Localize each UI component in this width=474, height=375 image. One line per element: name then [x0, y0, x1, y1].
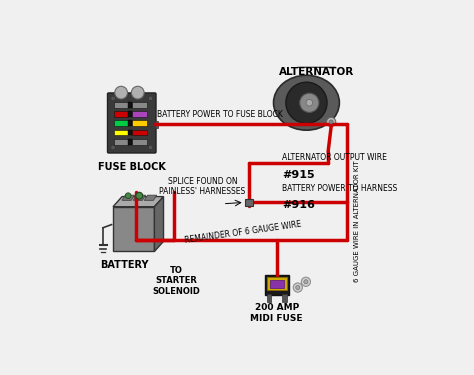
Text: ALTERNATOR OUTPUT WIRE: ALTERNATOR OUTPUT WIRE — [282, 153, 387, 162]
Bar — [128, 102, 132, 108]
Text: ALTERNATOR: ALTERNATOR — [279, 67, 354, 76]
Text: SPLICE FOUND ON
PAINLESS' HARNESSES: SPLICE FOUND ON PAINLESS' HARNESSES — [159, 177, 246, 196]
Circle shape — [148, 145, 153, 150]
Text: #916: #916 — [282, 200, 315, 210]
Polygon shape — [122, 195, 135, 200]
FancyBboxPatch shape — [108, 93, 156, 153]
Text: TO
STARTER
SOLENOID: TO STARTER SOLENOID — [152, 266, 200, 296]
Bar — [114, 102, 128, 108]
Circle shape — [125, 193, 131, 199]
Bar — [245, 199, 253, 206]
Circle shape — [301, 277, 310, 286]
Bar — [114, 120, 128, 126]
Circle shape — [136, 192, 143, 199]
Circle shape — [110, 145, 115, 150]
Circle shape — [300, 93, 319, 112]
Text: BATTERY POWER TO HARNESS: BATTERY POWER TO HARNESS — [282, 184, 397, 193]
Circle shape — [286, 82, 327, 123]
Bar — [128, 130, 132, 135]
Circle shape — [115, 86, 128, 99]
Polygon shape — [155, 196, 164, 252]
Bar — [114, 139, 128, 145]
Bar — [128, 111, 132, 117]
Circle shape — [131, 86, 144, 99]
Circle shape — [304, 280, 308, 284]
Circle shape — [110, 96, 115, 101]
Ellipse shape — [273, 75, 339, 130]
Bar — [132, 111, 147, 117]
Circle shape — [327, 117, 336, 127]
Bar — [264, 274, 289, 295]
Bar — [114, 111, 128, 117]
Circle shape — [296, 285, 300, 290]
Bar — [132, 120, 147, 126]
Circle shape — [148, 96, 153, 101]
Text: BATTERY POWER TO FUSE BLOCK: BATTERY POWER TO FUSE BLOCK — [157, 110, 283, 118]
Bar — [270, 280, 284, 288]
Circle shape — [329, 120, 333, 124]
Circle shape — [293, 283, 302, 292]
Bar — [128, 120, 132, 126]
Bar — [267, 278, 287, 290]
Circle shape — [306, 99, 313, 106]
Bar — [114, 130, 128, 135]
Bar — [266, 294, 271, 302]
Polygon shape — [113, 196, 164, 207]
Bar — [132, 130, 147, 135]
Text: REMAINDER OF 6 GAUGE WIRE: REMAINDER OF 6 GAUGE WIRE — [184, 220, 302, 245]
Bar — [132, 139, 147, 145]
Bar — [113, 207, 155, 252]
Text: 200 AMP
MIDI FUSE: 200 AMP MIDI FUSE — [250, 303, 303, 323]
Bar — [128, 139, 132, 145]
Polygon shape — [133, 195, 146, 200]
Text: FUSE BLOCK: FUSE BLOCK — [98, 162, 166, 172]
Text: BATTERY: BATTERY — [100, 260, 149, 270]
Bar — [132, 102, 147, 108]
Text: #915: #915 — [282, 170, 315, 180]
Text: 6 GAUGE WIRE IN ALTERNATOR KIT: 6 GAUGE WIRE IN ALTERNATOR KIT — [354, 160, 360, 282]
Bar — [155, 121, 158, 128]
Polygon shape — [144, 195, 157, 200]
Bar — [283, 294, 287, 302]
